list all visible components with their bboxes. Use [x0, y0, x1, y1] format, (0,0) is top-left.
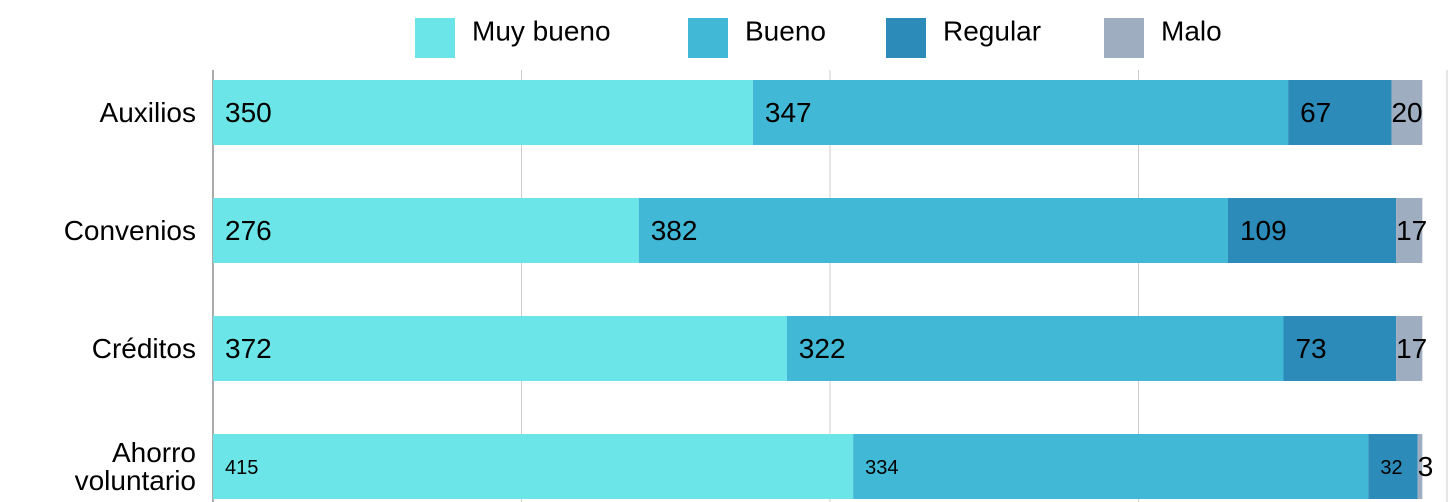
- legend-swatch: [415, 18, 455, 58]
- bar-segment: [1391, 80, 1423, 145]
- data-label: 3: [1418, 451, 1434, 482]
- legend-swatch: [886, 18, 926, 58]
- data-label: 350: [225, 97, 272, 128]
- legend-label: Bueno: [745, 15, 826, 46]
- data-label: 32: [1380, 457, 1402, 479]
- bar-segment: [213, 80, 753, 145]
- data-label: 372: [225, 333, 272, 364]
- legend-swatch: [1104, 18, 1144, 58]
- bar-segment: [213, 434, 854, 499]
- bar-segment: [752, 80, 1289, 145]
- bar-segment: [638, 198, 1228, 263]
- data-label: 17: [1396, 333, 1427, 364]
- y-tick-label: Créditos: [91, 332, 196, 364]
- bar-segment: [1368, 434, 1418, 499]
- data-label: 347: [765, 97, 812, 128]
- legend-label: Malo: [1161, 15, 1222, 46]
- legend-label: Regular: [943, 15, 1041, 46]
- data-label: 109: [1240, 215, 1287, 246]
- bar-segment: [213, 316, 787, 381]
- bar-segment: [1227, 198, 1397, 263]
- data-label: 334: [865, 457, 898, 479]
- bar-segment: [853, 434, 1369, 499]
- legend-label: Muy bueno: [472, 15, 611, 46]
- bar-segment: [1417, 434, 1423, 499]
- bar-segment: [786, 316, 1284, 381]
- data-label: 276: [225, 215, 272, 246]
- bar-segment: [1288, 80, 1392, 145]
- data-label: 17: [1396, 215, 1427, 246]
- data-label: 322: [799, 333, 846, 364]
- y-tick-label: Auxilios: [99, 96, 196, 128]
- bar-segment: [1283, 316, 1397, 381]
- data-label: 73: [1295, 333, 1326, 364]
- data-label: 415: [225, 457, 258, 479]
- data-label: 20: [1391, 97, 1422, 128]
- data-label: 67: [1300, 97, 1331, 128]
- data-label: 382: [651, 215, 698, 246]
- legend-swatch: [688, 18, 728, 58]
- bar-segment: [213, 198, 639, 263]
- y-tick-label: Ahorro voluntario: [74, 436, 196, 496]
- bar-segment: [1396, 316, 1423, 381]
- bar-segment: [1396, 198, 1423, 263]
- y-tick-label: Convenios: [63, 214, 196, 246]
